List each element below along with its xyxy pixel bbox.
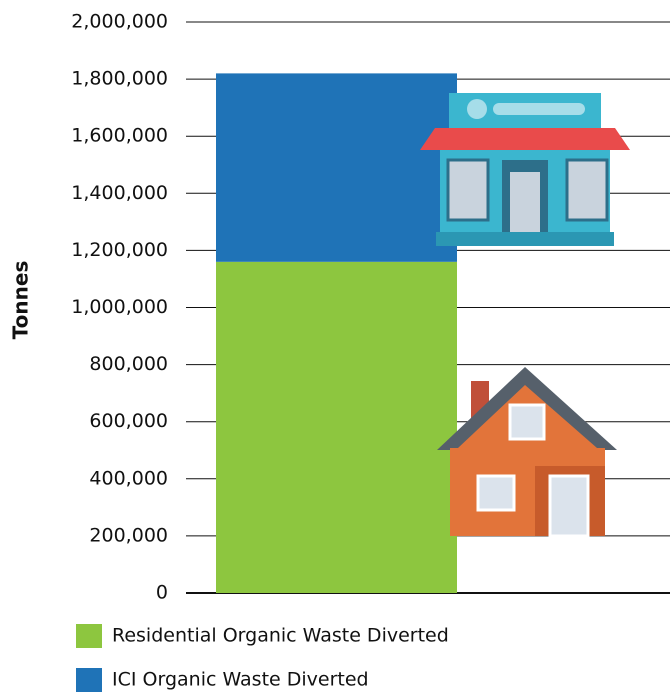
y-tick-label: 1,600,000: [71, 125, 168, 147]
shop-icon: [420, 93, 630, 246]
y-tick-label: 1,000,000: [71, 296, 168, 318]
chart: 0 200,000 400,000 600,000 800,000 1,000,000 1,…: [0, 0, 670, 694]
y-tick-label: 1,400,000: [71, 182, 168, 204]
y-tick-label: 2,000,000: [71, 11, 168, 33]
y-tick-label: 0: [156, 582, 168, 604]
legend: Residential Organic Waste Diverted ICI Or…: [76, 624, 449, 692]
bar-segment: [216, 73, 457, 261]
y-tick-label: 1,800,000: [71, 68, 168, 90]
y-tick-label: 800,000: [89, 353, 168, 375]
legend-label: ICI Organic Waste Diverted: [112, 669, 369, 691]
legend-swatch: [76, 668, 102, 692]
y-tick-label: 1,200,000: [71, 239, 168, 261]
y-tick-label: 200,000: [89, 524, 168, 546]
y-tick-label: 400,000: [89, 467, 168, 489]
y-axis-label: Tonnes: [9, 261, 33, 340]
house-icon: [437, 367, 617, 536]
legend-label: Residential Organic Waste Diverted: [112, 625, 449, 647]
bar-segment: [216, 262, 457, 593]
legend-swatch: [76, 624, 102, 648]
y-tick-label: 600,000: [89, 410, 168, 432]
